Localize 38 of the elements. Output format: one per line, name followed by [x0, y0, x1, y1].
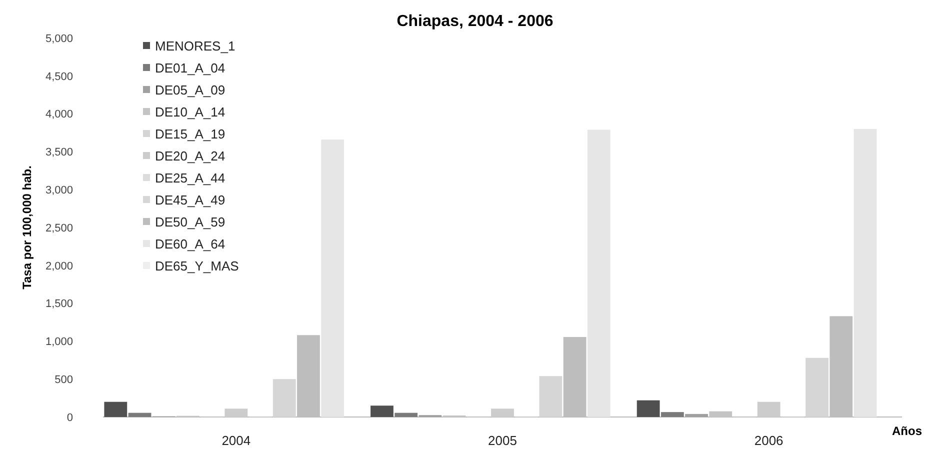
y-tick-label: 2,500	[45, 222, 73, 234]
legend-label: DE15_A_19	[155, 126, 226, 142]
bar	[854, 128, 877, 417]
x-tick-label: 2006	[754, 433, 784, 448]
legend-label: DE50_A_59	[155, 214, 226, 230]
legend-label: DE25_A_44	[155, 170, 226, 186]
y-tick-label: 3,500	[45, 146, 73, 159]
y-tick-label: 5,000	[45, 32, 73, 45]
y-tick-label: 1,500	[45, 298, 73, 310]
bar	[104, 402, 128, 417]
bar	[587, 130, 610, 417]
y-axis-title: Tasa por 100,000 hab.	[20, 166, 34, 290]
y-tick-label: 0	[66, 412, 73, 424]
legend-label: DE05_A_09	[155, 82, 226, 98]
bar	[128, 412, 152, 417]
y-tick-label: 2,000	[45, 260, 73, 272]
y-tick-label: 4,500	[45, 70, 73, 83]
y-tick-label: 4,000	[45, 108, 73, 121]
legend-label: DE65_Y_MAS	[155, 258, 240, 274]
y-tick-label: 1,000	[45, 336, 73, 348]
x-axis-title: Años	[892, 424, 922, 438]
bar	[321, 140, 344, 417]
bar	[685, 414, 708, 417]
y-tick-label: 3,000	[45, 184, 73, 196]
legend-label: DE60_A_64	[155, 236, 226, 252]
legend-label: DE20_A_24	[155, 148, 226, 164]
y-tick-label: 500	[54, 374, 73, 386]
x-tick-label: 2004	[222, 433, 251, 448]
chart-title: Chiapas, 2004 - 2006	[396, 13, 554, 30]
bar	[636, 400, 660, 417]
x-tick-label: 2005	[488, 433, 517, 448]
legend-label: DE01_A_04	[155, 60, 226, 76]
bar	[370, 406, 394, 417]
legend-label: DE10_A_14	[155, 104, 226, 120]
legend-label: MENORES_1	[155, 38, 236, 54]
bar	[660, 412, 684, 417]
bar	[394, 412, 418, 417]
legend-label: DE45_A_49	[155, 192, 226, 208]
